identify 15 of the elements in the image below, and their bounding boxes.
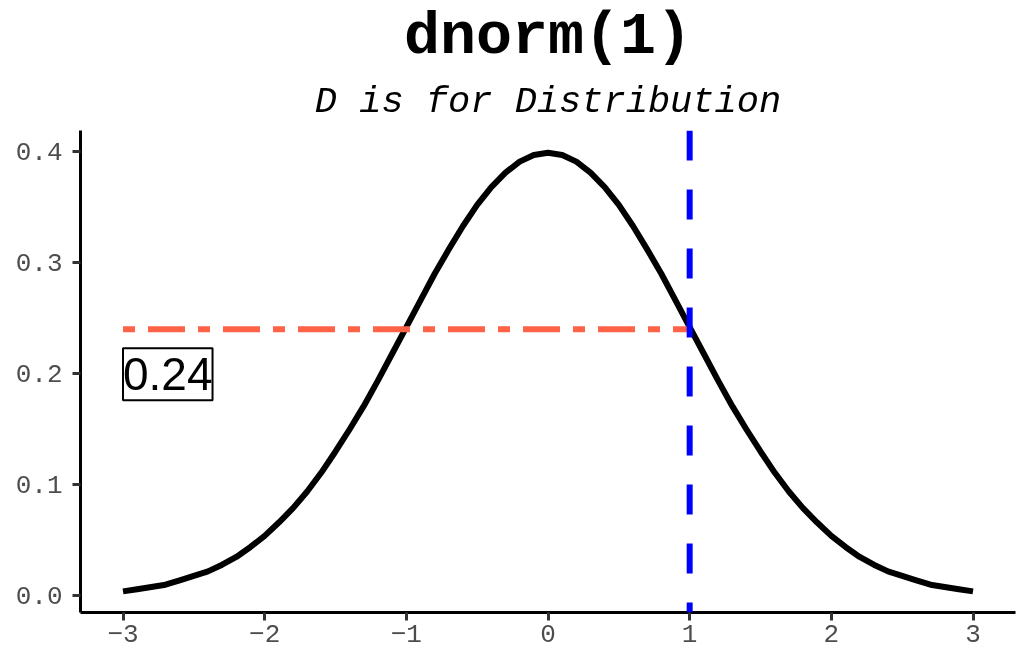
chart-title: dnorm(1) — [403, 2, 693, 71]
y-tick-label: 0.3 — [15, 249, 63, 280]
chart-subtitle: D is for Distribution — [314, 80, 782, 123]
y-tick-label: 0.4 — [15, 138, 63, 169]
x-tick-label: −1 — [390, 619, 422, 650]
y-tick-label: 0.1 — [15, 471, 63, 502]
y-tick-label: 0.2 — [15, 360, 63, 391]
x-tick-label: −2 — [249, 619, 281, 650]
x-tick-label: 0 — [540, 619, 556, 650]
x-tick-label: 2 — [823, 619, 840, 650]
x-tick-label: 3 — [965, 619, 981, 650]
data-label: 0.24 — [123, 348, 213, 401]
y-tick-label: 0.0 — [15, 582, 63, 613]
x-tick-label: 1 — [681, 619, 698, 650]
x-tick-label: −3 — [107, 619, 139, 650]
